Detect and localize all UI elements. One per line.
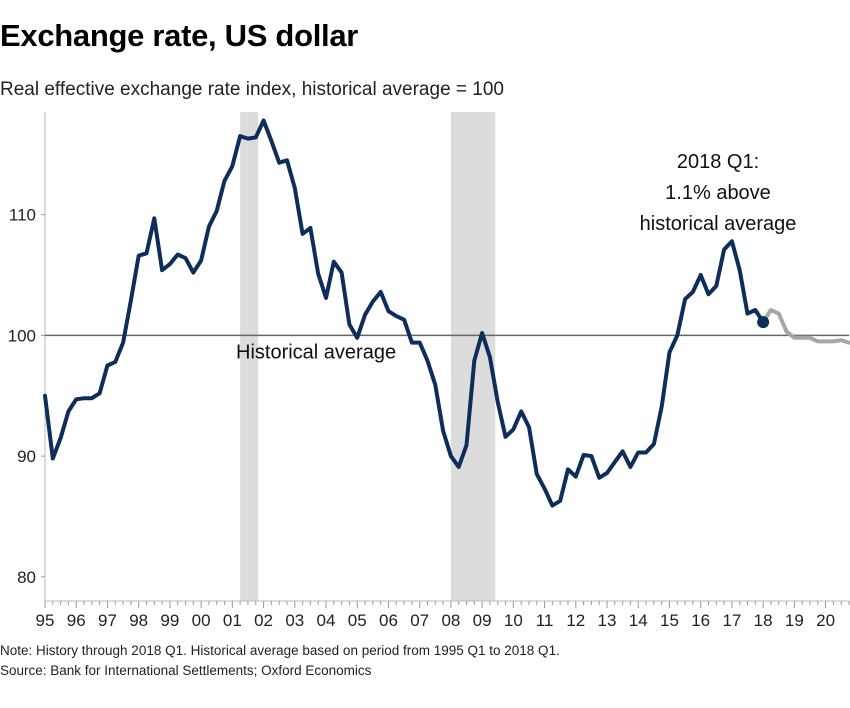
y-tick-label: 80	[17, 568, 36, 587]
x-tick-label: 13	[598, 611, 617, 630]
y-tick-label: 90	[17, 447, 36, 466]
chart-subtitle: Real effective exchange rate index, hist…	[0, 79, 504, 100]
x-tick-label: 11	[536, 611, 554, 630]
x-tick-label: 01	[223, 611, 242, 630]
x-tick-label: 14	[629, 611, 648, 630]
x-tick-label: 00	[192, 611, 211, 630]
x-tick-label: 16	[691, 611, 710, 630]
x-tick-label: 03	[285, 611, 304, 630]
x-tick-label: 96	[67, 611, 86, 630]
reference-line-group: Historical average	[45, 334, 849, 363]
x-tick-label: 18	[754, 611, 773, 630]
x-tick-label: 09	[473, 611, 492, 630]
x-tick-label: 10	[504, 611, 523, 630]
forecast-series-line	[761, 308, 850, 345]
series-group	[43, 118, 850, 508]
x-tick-label: 99	[160, 611, 179, 630]
axes: 80 90 100 110 95 96 97 98 99 00 01 02 03 04 05 06 07 08 09…	[8, 112, 850, 630]
x-tick-label: 02	[254, 611, 273, 630]
shaded-period-1	[240, 112, 259, 601]
chart-title: Exchange rate, US dollar	[0, 18, 359, 53]
x-tick-label: 17	[722, 611, 741, 630]
annotation-line-3: historical average	[640, 213, 797, 235]
chart-note: Note: History through 2018 Q1. Historica…	[0, 643, 560, 658]
chart-source: Source: Bank for International Settlemen…	[0, 663, 372, 678]
x-tick-label: 08	[441, 611, 460, 630]
x-tick-label: 12	[566, 611, 585, 630]
x-tick-label: 19	[785, 611, 804, 630]
annotation-group: 2018 Q1: 1.1% above historical average	[640, 151, 797, 329]
x-tick-label: 20	[816, 611, 835, 630]
x-tick-label: 97	[98, 611, 117, 630]
annotation-line-1: 2018 Q1:	[677, 151, 759, 173]
x-tick-label: 95	[36, 611, 55, 630]
x-tick-label: 98	[129, 611, 148, 630]
x-tick-label: 15	[660, 611, 679, 630]
x-tick-label: 07	[410, 611, 429, 630]
x-tick-label: 05	[348, 611, 367, 630]
annotation-line-2: 1.1% above	[665, 182, 771, 204]
x-tick-label: 06	[379, 611, 398, 630]
latest-point-marker	[757, 316, 770, 329]
x-tick-label: 04	[317, 611, 336, 630]
y-tick-label: 110	[9, 206, 36, 225]
y-tick-label: 100	[8, 326, 36, 345]
reference-line-label: Historical average	[236, 341, 396, 363]
history-series-line	[43, 118, 766, 508]
